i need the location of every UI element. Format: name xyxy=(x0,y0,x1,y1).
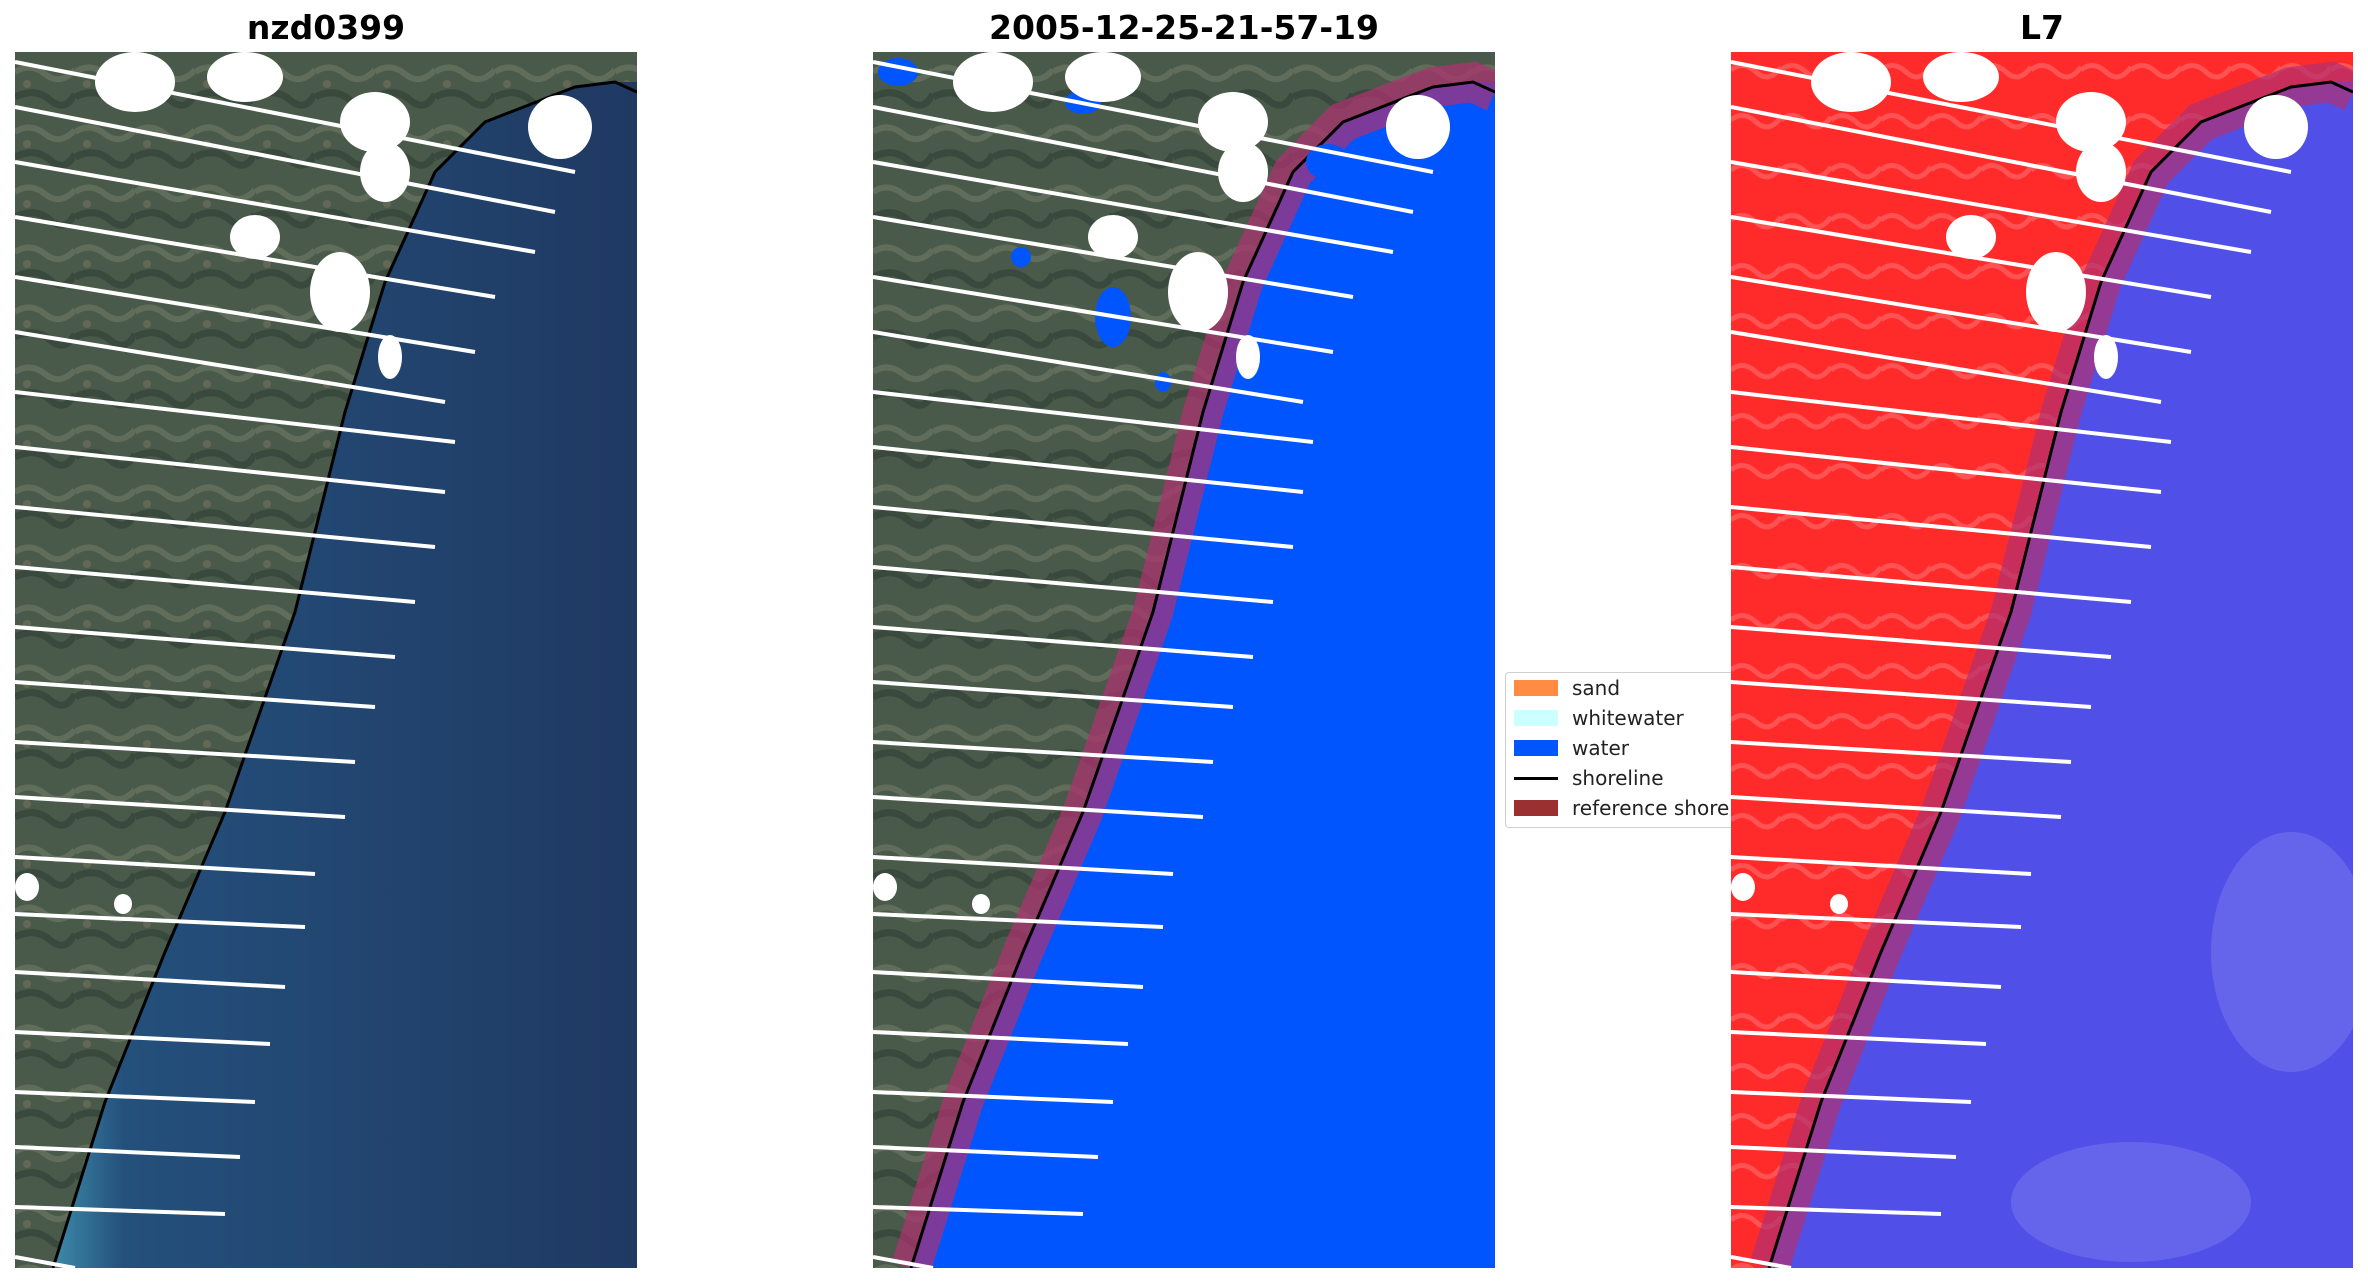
rgb-image xyxy=(15,52,637,1268)
legend-item-reference-shoreline: reference shoreli… xyxy=(1506,793,1762,823)
index-image xyxy=(1731,52,2353,1268)
legend-label-water: water xyxy=(1572,736,1629,760)
index-image-panel xyxy=(1731,52,2353,1268)
panel-title-rgb: nzd0399 xyxy=(246,8,406,47)
shoreline-swatch xyxy=(1514,777,1558,780)
legend-item-water: water xyxy=(1506,733,1762,763)
legend-item-sand: sand xyxy=(1506,673,1762,703)
legend-label-sand: sand xyxy=(1572,676,1621,700)
panel-title-classified: 2005-12-25-21-57-19 xyxy=(989,8,1379,47)
whitewater-swatch xyxy=(1514,710,1558,726)
legend-item-whitewater: whitewater xyxy=(1506,703,1762,733)
legend-item-shoreline: shoreline xyxy=(1506,763,1762,793)
cloud-masks xyxy=(15,52,592,914)
scan-line-gaps xyxy=(15,60,576,1268)
rgb-image-panel xyxy=(15,52,637,1268)
legend-label-shoreline: shoreline xyxy=(1572,766,1664,790)
legend-label-whitewater: whitewater xyxy=(1572,706,1684,730)
classified-image xyxy=(873,52,1495,1268)
water-swatch xyxy=(1514,740,1558,756)
legend-label-reference-shoreline: reference shoreli… xyxy=(1572,796,1761,820)
reference-shoreline-swatch xyxy=(1514,800,1558,816)
legend: sand whitewater water shoreline referenc… xyxy=(1505,672,1763,828)
sand-swatch xyxy=(1514,680,1558,696)
classified-image-panel xyxy=(873,52,1495,1268)
panel-title-index: L7 xyxy=(2020,8,2064,47)
